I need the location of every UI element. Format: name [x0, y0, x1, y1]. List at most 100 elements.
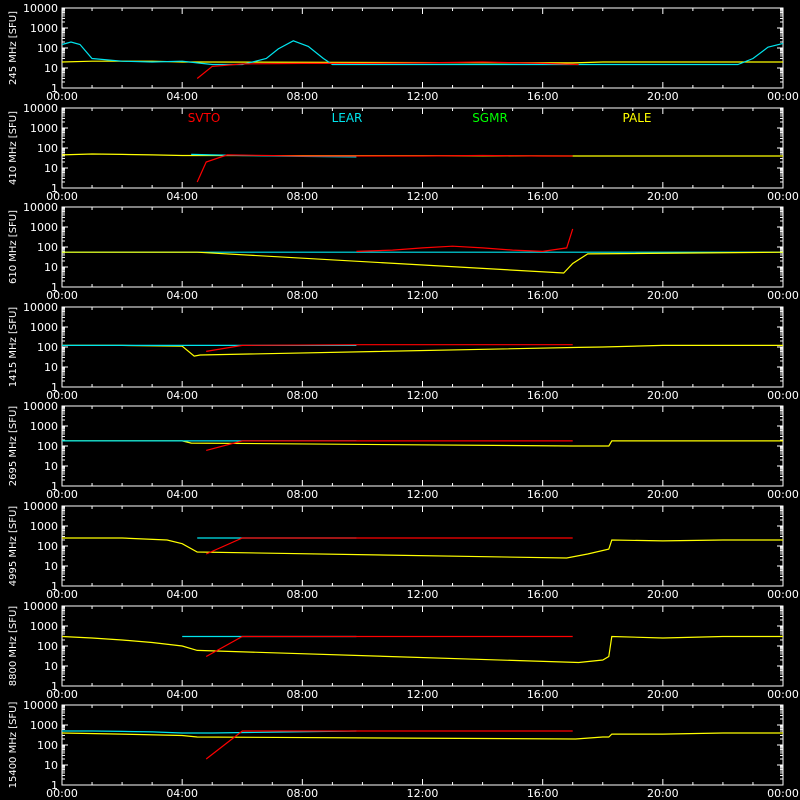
x-tick-label: 04:00 [166, 787, 198, 800]
plot-frame [61, 206, 784, 288]
x-tick-label: 04:00 [166, 90, 198, 103]
x-tick-label: 20:00 [647, 389, 679, 402]
series-svto [205, 635, 573, 658]
y-tick-label: 1 [51, 480, 58, 493]
y-tick-label: 1 [51, 182, 58, 195]
y-tick-label: 100 [37, 42, 58, 55]
y-tick-label: 1 [51, 680, 58, 693]
x-tick-label: 16:00 [527, 190, 559, 203]
series-svto [205, 537, 573, 555]
series-lear [62, 730, 357, 734]
x-tick-label: 12:00 [407, 190, 439, 203]
y-tick-label: 10000 [23, 2, 58, 15]
y-tick-label: 10 [44, 361, 58, 374]
y-tick-label: 10000 [23, 500, 58, 513]
y-tick-label: 10 [44, 261, 58, 274]
x-tick-label: 08:00 [286, 787, 318, 800]
plot-frame [61, 605, 784, 687]
x-tick-label: 00:00 [767, 389, 799, 402]
y-axis-label: 2695 MHz [SFU] [8, 406, 19, 487]
y-tick-label: 1 [51, 381, 58, 394]
x-tick-label: 20:00 [647, 190, 679, 203]
x-tick-label: 08:00 [286, 488, 318, 501]
y-tick-label: 10000 [23, 102, 58, 115]
x-tick-label: 16:00 [527, 588, 559, 601]
y-tick-label: 10000 [23, 201, 58, 214]
series-svto [206, 344, 573, 352]
y-tick-label: 100 [37, 142, 58, 155]
y-tick-label: 1000 [30, 221, 58, 234]
x-tick-label: 08:00 [286, 688, 318, 701]
series-svto [196, 154, 573, 183]
y-tick-label: 100 [37, 440, 58, 453]
x-tick-label: 00:00 [767, 787, 799, 800]
x-tick-label: 04:00 [166, 389, 198, 402]
y-tick-label: 1 [51, 580, 58, 593]
y-tick-label: 10 [44, 759, 58, 772]
plot-frame [61, 107, 784, 189]
y-tick-label: 100 [37, 341, 58, 354]
y-tick-label: 100 [37, 640, 58, 653]
x-tick-label: 08:00 [286, 289, 318, 302]
x-tick-label: 00:00 [767, 588, 799, 601]
y-tick-label: 10 [44, 560, 58, 573]
x-tick-label: 00:00 [767, 488, 799, 501]
y-axis-label: 245 MHz [SFU] [8, 11, 19, 85]
x-tick-label: 00:00 [46, 389, 78, 402]
y-tick-label: 10000 [23, 301, 58, 314]
x-tick-label: 08:00 [286, 389, 318, 402]
x-tick-label: 00:00 [767, 289, 799, 302]
y-tick-label: 1 [51, 779, 58, 792]
panel-6: 1 10 100 1000 10000 00:00 04:00 08:00 12:00 16:00… [8, 500, 799, 601]
y-tick-label: 100 [37, 241, 58, 254]
y-tick-label: 10 [44, 62, 58, 75]
series-lear [61, 40, 784, 66]
x-tick-label: 20:00 [647, 688, 679, 701]
x-tick-label: 00:00 [46, 90, 78, 103]
x-tick-label: 04:00 [166, 289, 198, 302]
series-pale [61, 732, 783, 740]
x-tick-label: 04:00 [166, 688, 198, 701]
y-axis-label: 15400 MHz [SFU] [8, 702, 19, 789]
x-tick-label: 20:00 [647, 90, 679, 103]
series-pale [62, 251, 784, 274]
y-tick-label: 1 [51, 281, 58, 294]
panel-4: 1 10 100 1000 10000 00:00 04:00 08:00 12:00 16:00… [8, 301, 799, 402]
x-tick-label: 00:00 [46, 787, 78, 800]
x-tick-label: 00:00 [46, 688, 78, 701]
x-tick-label: 12:00 [407, 588, 439, 601]
x-tick-label: 20:00 [647, 588, 679, 601]
x-tick-label: 20:00 [647, 289, 679, 302]
x-tick-label: 20:00 [647, 787, 679, 800]
y-tick-label: 100 [37, 739, 58, 752]
x-tick-label: 16:00 [527, 90, 559, 103]
y-tick-label: 10000 [23, 600, 58, 613]
series-pale [62, 344, 783, 357]
y-axis-label: 610 MHz [SFU] [8, 210, 19, 284]
x-tick-label: 00:00 [46, 588, 78, 601]
x-tick-label: 12:00 [407, 289, 439, 302]
series-svto [356, 228, 574, 253]
x-tick-label: 16:00 [527, 688, 559, 701]
series-pale [62, 440, 783, 447]
x-tick-label: 08:00 [286, 588, 318, 601]
panel-1: 1 10 100 1000 10000 00:00 04:00 08:00 12:00 16:00… [8, 2, 799, 103]
x-tick-label: 16:00 [527, 289, 559, 302]
x-tick-label: 04:00 [166, 588, 198, 601]
x-tick-label: 00:00 [767, 688, 799, 701]
x-tick-label: 08:00 [286, 90, 318, 103]
panel-3: 1 10 100 1000 10000 00:00 04:00 08:00 12:00 16:00… [8, 201, 799, 302]
x-tick-label: 20:00 [647, 488, 679, 501]
x-tick-label: 00:00 [767, 90, 799, 103]
y-tick-label: 1000 [30, 122, 58, 135]
x-tick-label: 12:00 [407, 488, 439, 501]
y-tick-label: 1000 [30, 719, 58, 732]
y-tick-label: 10 [44, 162, 58, 175]
y-tick-label: 1000 [30, 420, 58, 433]
x-tick-label: 00:00 [46, 289, 78, 302]
panel-2: 1 10 100 1000 10000 00:00 04:00 08:00 12:00 16:00… [8, 102, 799, 203]
plot-frame [61, 405, 784, 487]
y-tick-label: 1000 [30, 22, 58, 35]
x-tick-label: 08:00 [286, 190, 318, 203]
